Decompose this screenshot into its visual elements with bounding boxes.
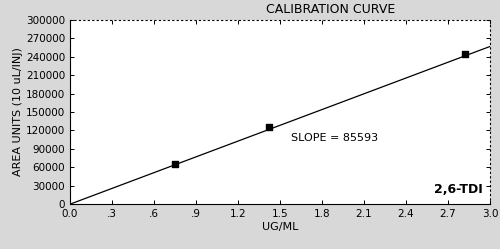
Text: 2,6-TDI: 2,6-TDI — [434, 183, 483, 195]
Point — [265, 125, 273, 129]
Point — [171, 162, 179, 166]
Point — [461, 52, 469, 56]
Text: SLOPE = 85593: SLOPE = 85593 — [291, 133, 378, 143]
X-axis label: UG/ML: UG/ML — [262, 222, 298, 232]
Text: CALIBRATION CURVE: CALIBRATION CURVE — [266, 3, 395, 16]
Y-axis label: AREA UNITS (10 uL/INJ): AREA UNITS (10 uL/INJ) — [13, 48, 23, 177]
